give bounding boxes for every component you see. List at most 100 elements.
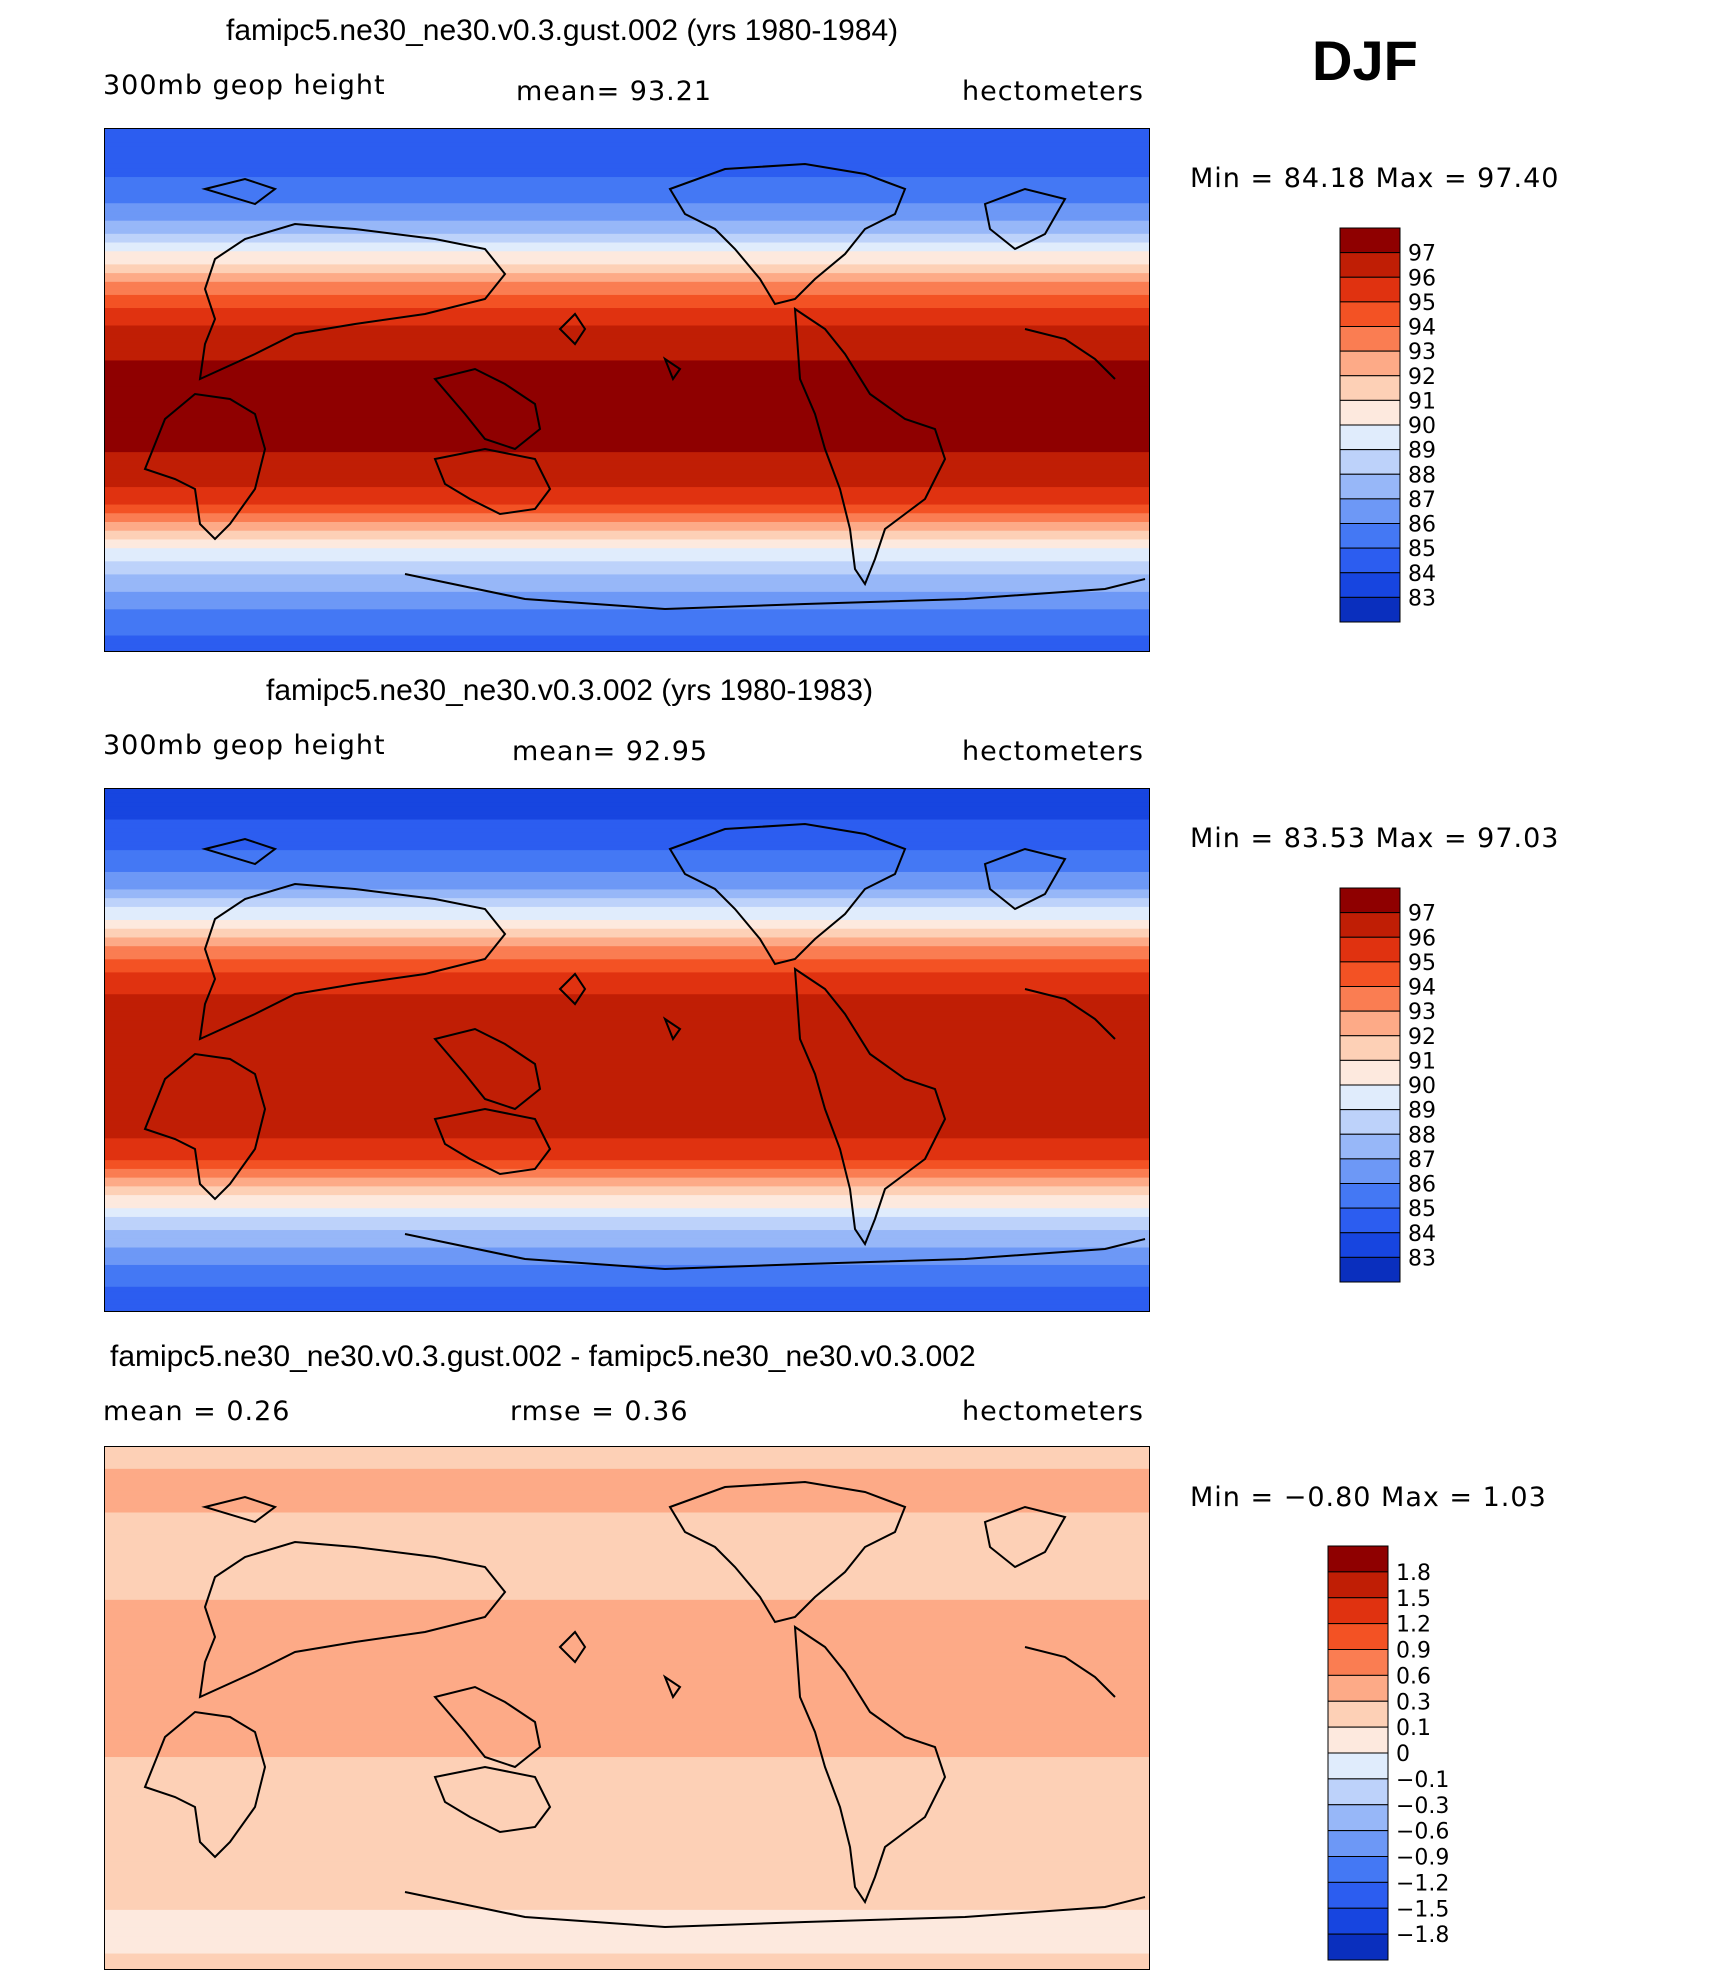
field-band [105, 277, 1149, 283]
colorbar-box [1327, 1804, 1389, 1832]
colorbar-box [1339, 424, 1401, 451]
coastline-segment [433, 1685, 542, 1769]
field-band [105, 574, 1149, 580]
field-band [105, 1481, 1149, 1488]
field-band [105, 1308, 1149, 1311]
colorbar-label: −0.1 [1396, 1768, 1449, 1793]
colorbar-label: 85 [1408, 1197, 1436, 1222]
field-band [105, 858, 1149, 865]
field-band [105, 889, 1149, 895]
colorbar-box [1339, 912, 1401, 938]
colorbar-label: 85 [1408, 537, 1436, 562]
field-band [105, 238, 1149, 244]
field-band [105, 133, 1149, 139]
field-band [105, 1857, 1149, 1863]
coastline-segment [668, 1480, 907, 1624]
field-band [105, 1643, 1149, 1649]
field-band [105, 1765, 1149, 1772]
field-band [105, 1874, 1149, 1881]
field-band [105, 1778, 1149, 1785]
colorbar-box [1327, 1907, 1389, 1935]
field-band [105, 473, 1149, 480]
colorbar-box [1327, 1545, 1389, 1573]
field-band [105, 1582, 1149, 1588]
panel1-title: famipc5.ne30_ne30.v0.3.gust.002 (yrs 198… [226, 14, 899, 47]
field-band [105, 159, 1149, 165]
field-band [105, 985, 1149, 991]
coastline-segment [433, 1107, 552, 1176]
colorbar-box [1327, 1597, 1389, 1625]
field-band [105, 548, 1149, 554]
field-band [105, 1957, 1149, 1964]
field-band [105, 1791, 1149, 1798]
panel1-left-label: 300mb geop height [103, 70, 386, 101]
field-band [105, 1464, 1149, 1470]
field-band [105, 294, 1149, 301]
field-band [105, 565, 1149, 572]
field-band [105, 246, 1149, 253]
field-band [105, 1260, 1149, 1266]
field-band [105, 1870, 1149, 1876]
field-band [105, 1866, 1149, 1872]
colorbar-box [1339, 375, 1401, 401]
field-band [105, 924, 1149, 930]
field-band [105, 1936, 1149, 1942]
colorbar-box [1339, 1109, 1401, 1135]
field-band [105, 1269, 1149, 1275]
field-band [105, 504, 1149, 510]
field-band [105, 351, 1149, 358]
field-band [105, 802, 1149, 808]
colorbar-label: 83 [1408, 1246, 1436, 1271]
field-band [105, 789, 1149, 795]
field-band [105, 360, 1149, 366]
field-band [105, 810, 1149, 817]
field-band [105, 482, 1149, 489]
colorbar-box [1339, 1158, 1401, 1184]
field-band [105, 1787, 1149, 1793]
field-band [105, 443, 1149, 449]
field-band [105, 941, 1149, 948]
field-band [105, 915, 1149, 921]
field-band [105, 177, 1149, 183]
field-band [105, 863, 1149, 869]
colorbar-label: −0.6 [1396, 1820, 1449, 1845]
field-band [105, 989, 1149, 996]
field-band [105, 1853, 1149, 1859]
panel2-colorbar: 97 96 95 94 93 92 91 90 89 88 87 86 85 84 83 [1339, 887, 1480, 1288]
panel1-map-svg [105, 129, 1149, 651]
coastline-segment [1024, 1646, 1116, 1698]
field-band [105, 959, 1149, 965]
coastline-segment [558, 1630, 587, 1664]
field-band [105, 1208, 1149, 1214]
colorbar-box [1339, 1010, 1401, 1037]
field-band [105, 911, 1149, 917]
field-band [105, 260, 1149, 266]
coastline-segment [143, 1710, 267, 1859]
field-band [105, 1691, 1149, 1697]
field-band [105, 1516, 1149, 1523]
field-band [105, 1203, 1149, 1210]
field-band [105, 1486, 1149, 1492]
coastline-segment [983, 847, 1067, 911]
colorbar-box [1327, 1778, 1389, 1806]
field-band [105, 1695, 1149, 1702]
field-band [105, 933, 1149, 939]
field-band [105, 434, 1149, 441]
field-band [105, 1914, 1149, 1920]
colorbar-box [1339, 1035, 1401, 1061]
field-band [105, 1800, 1149, 1807]
field-band [105, 425, 1149, 432]
colorbar-label: 91 [1408, 1049, 1436, 1074]
field-band [105, 1652, 1149, 1658]
field-band [105, 290, 1149, 296]
coastline-segment [198, 1540, 507, 1699]
panel1-map [104, 128, 1150, 652]
field-band [105, 142, 1149, 148]
field-band [105, 233, 1149, 240]
field-band [105, 1238, 1149, 1245]
panel3-map-svg [105, 1447, 1149, 1969]
field-band [105, 369, 1149, 375]
colorbar-label: 1.2 [1396, 1613, 1431, 1638]
field-band [105, 194, 1149, 200]
coastline-segment [668, 822, 907, 966]
